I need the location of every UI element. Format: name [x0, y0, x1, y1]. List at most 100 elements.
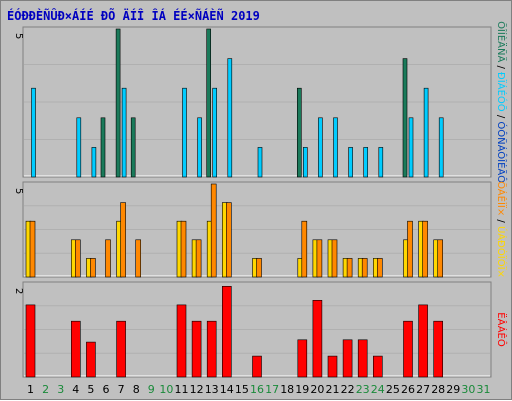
bar-day-21-series-1: [327, 355, 338, 378]
bar-day-20-series-1: [312, 299, 323, 378]
day-label-9: 9: [148, 383, 155, 396]
side-label-separator: /: [495, 112, 506, 122]
day-label-25: 25: [386, 383, 400, 396]
bar-day-13-series-3: [212, 87, 217, 178]
day-label-15: 15: [235, 383, 249, 396]
day-label-7: 7: [118, 383, 125, 396]
bar-day-14-series-2: [226, 202, 232, 278]
day-label-26: 26: [401, 383, 415, 396]
y-tick-label: 5: [13, 33, 24, 39]
bar-day-20-series-3: [318, 117, 323, 178]
bar-day-11-series-2: [180, 220, 187, 278]
day-label-11: 11: [175, 383, 189, 396]
side-label-separator: /: [495, 62, 506, 72]
bar-day-4-series-1: [71, 320, 81, 378]
bar-day-23-series-1: [357, 339, 368, 378]
bar-day-13-series-1: [206, 320, 217, 378]
day-label-21: 21: [326, 383, 340, 396]
day-label-19: 19: [295, 383, 309, 396]
bar-day-8-series-2: [135, 239, 141, 278]
bar-day-4-series-3: [76, 117, 82, 178]
bar-day-22-series-3: [348, 147, 353, 178]
bar-day-24-series-3: [378, 147, 384, 178]
bar-day-7-series-1: [115, 28, 121, 178]
bar-day-23-series-2: [361, 258, 368, 278]
bar-day-5-series-2: [90, 258, 96, 278]
day-label-23: 23: [356, 383, 370, 396]
day-label-13: 13: [205, 383, 219, 396]
bar-day-6-series-2: [105, 239, 111, 278]
day-label-20: 20: [310, 383, 324, 396]
bar-day-21-series-2: [331, 239, 338, 278]
bar-day-27-series-2: [422, 220, 428, 278]
bar-day-13-series-1: [206, 28, 211, 178]
bar-day-28-series-2: [437, 239, 444, 278]
side-label-text: ÚÁÐÒÏÓÏ×: [495, 226, 508, 278]
day-label-4: 4: [72, 383, 79, 396]
bar-day-1-series-2: [29, 220, 36, 278]
bar-day-26-series-3: [408, 117, 414, 178]
bar-day-14-series-3: [227, 58, 233, 178]
bar-day-23-series-3: [363, 147, 369, 178]
bar-day-26-series-1: [403, 320, 413, 378]
bar-day-12-series-3: [197, 117, 202, 178]
y-tick-label: 2: [13, 288, 24, 294]
bar-day-19-series-2: [301, 220, 308, 278]
bar-day-7-series-1: [116, 320, 126, 378]
bar-day-8-series-1: [130, 117, 136, 178]
day-label-27: 27: [416, 383, 430, 396]
panel-side-label: ËÂÁÊÔ: [495, 312, 508, 347]
bar-day-22-series-1: [342, 339, 353, 378]
bar-day-7-series-3: [121, 87, 127, 178]
bar-day-16-series-1: [252, 355, 262, 378]
day-label-16: 16: [250, 383, 264, 396]
side-label-text: ËÂÁÊÔ: [495, 312, 508, 347]
bar-day-26-series-2: [407, 220, 413, 278]
bar-day-11-series-1: [176, 304, 187, 378]
side-label-text: ÐÏÁÉÓÕ: [495, 72, 508, 112]
bar-day-16-series-2: [256, 258, 262, 278]
bar-day-4-series-2: [75, 239, 81, 278]
bar-day-22-series-2: [346, 258, 353, 278]
bar-day-28-series-3: [438, 117, 444, 178]
bar-day-24-series-1: [372, 355, 383, 378]
day-label-17: 17: [265, 383, 279, 396]
day-label-5: 5: [87, 383, 94, 396]
bar-day-28-series-1: [433, 320, 444, 378]
bar-day-1-series-3: [31, 87, 36, 178]
bar-day-19-series-1: [297, 339, 308, 378]
day-label-1: 1: [27, 383, 34, 396]
bar-day-20-series-2: [316, 239, 323, 278]
chart-title: ÉÓÐÐÈÑÛÐ×ÁÍÉ ÐÕ ÄÍÎ ÎÁ ÉÉ×ÑÁÈÑ 2019: [7, 8, 260, 23]
side-label-text: ÕÁÊÌÏ×: [495, 181, 508, 216]
bar-day-26-series-1: [402, 58, 408, 178]
day-label-8: 8: [133, 383, 140, 396]
side-label-text: ÕÎÍÈÄÑÄ: [495, 21, 508, 62]
bar-day-24-series-2: [376, 258, 383, 278]
day-label-18: 18: [280, 383, 294, 396]
bar-day-5-series-3: [91, 147, 97, 178]
panel-side-label: ÕÁÊÌÏ× / ÚÁÐÒÏÓÏ×: [495, 181, 508, 278]
side-label-separator: /: [495, 216, 506, 226]
bar-day-7-series-2: [120, 202, 126, 278]
bar-day-16-series-3: [257, 147, 263, 178]
panel-border: [22, 26, 492, 178]
bar-day-11-series-3: [182, 87, 187, 178]
day-label-10: 10: [159, 383, 173, 396]
day-label-24: 24: [371, 383, 385, 396]
day-label-2: 2: [42, 383, 49, 396]
bar-day-27-series-1: [418, 304, 428, 378]
panel-1: 5 ÕÎÍÈÄÑÄ / ÐÏÁÉÓÕ / ÓÔÑÁÔÎÉÃÔ: [13, 21, 508, 183]
panel-2: 5 ÕÁÊÌÏ× / ÚÁÐÒÏÓÏ×: [13, 181, 508, 278]
bar-day-21-series-3: [333, 117, 338, 178]
bar-day-12-series-2: [195, 239, 202, 278]
day-label-28: 28: [431, 383, 445, 396]
bar-day-27-series-3: [423, 87, 429, 178]
bar-day-5-series-1: [86, 341, 96, 378]
day-label-3: 3: [57, 383, 64, 396]
bar-day-19-series-1: [296, 87, 302, 178]
side-label-text: ÓÔÑÁÔÎÉÃÔ: [495, 121, 508, 183]
panel-side-label: ÕÎÍÈÄÑÄ / ÐÏÁÉÓÕ / ÓÔÑÁÔÎÉÃÔ: [495, 21, 508, 183]
